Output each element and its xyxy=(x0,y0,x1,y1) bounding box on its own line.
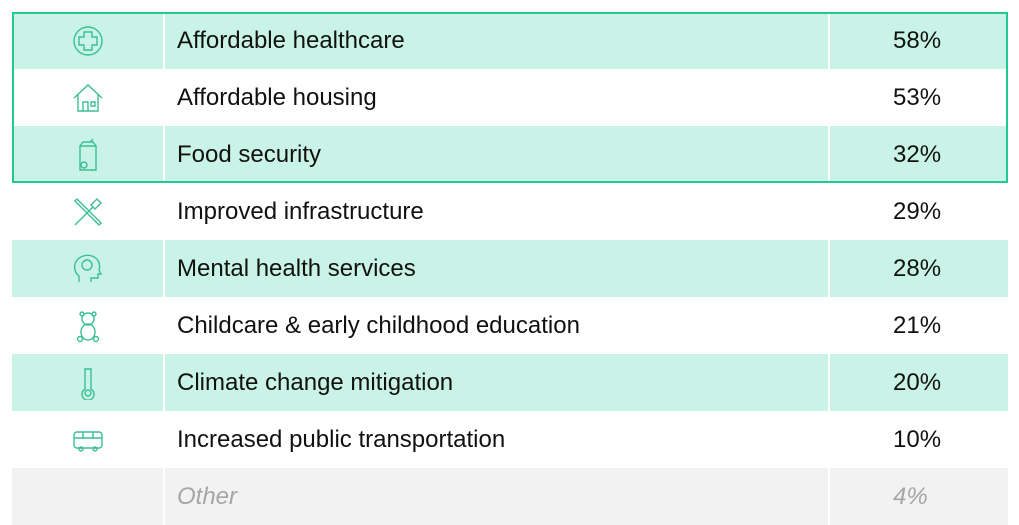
icon xyxy=(80,367,95,400)
row-label: Affordable healthcare xyxy=(165,12,830,69)
table-row: Mental health services 28% xyxy=(12,240,1008,297)
row-label: Other xyxy=(165,468,830,525)
row-label: Increased public transportation xyxy=(165,411,830,468)
row-percent: 28% xyxy=(893,255,942,282)
icon xyxy=(78,138,97,171)
table-row: Improved infrastructure 29% xyxy=(12,183,1008,240)
row-icon xyxy=(12,297,165,354)
table-row: Food security 32% xyxy=(12,126,1008,183)
row-percent: 58% xyxy=(893,27,942,54)
table-row: Childcare & early childhood education 21% xyxy=(12,297,1008,354)
row-icon xyxy=(12,183,165,240)
row-percent: 4% xyxy=(893,483,928,510)
row-percent: 29% xyxy=(893,198,942,225)
icon xyxy=(73,254,102,282)
row-icon xyxy=(12,240,165,297)
row-label: Climate change mitigation xyxy=(165,354,830,411)
icon xyxy=(72,25,103,56)
row-percent: 10% xyxy=(893,426,942,453)
table-row: Climate change mitigation 20% xyxy=(12,354,1008,411)
icon xyxy=(73,83,102,112)
row-label: Affordable housing xyxy=(165,69,830,126)
row-icon xyxy=(12,126,165,183)
row-icon xyxy=(12,12,165,69)
row-percent: 53% xyxy=(893,84,942,111)
row-label: Mental health services xyxy=(165,240,830,297)
row-icon xyxy=(12,69,165,126)
table: Affordable healthcare 58% Affordable housi… xyxy=(12,12,1008,525)
row-label: Food security xyxy=(165,126,830,183)
row-percent: 20% xyxy=(893,369,942,396)
row-label: Childcare & early childhood education xyxy=(165,297,830,354)
table-row: Increased public transportation 10% xyxy=(12,411,1008,468)
icon xyxy=(73,197,102,226)
row-percent: 32% xyxy=(893,141,942,168)
icon xyxy=(72,430,103,452)
icon xyxy=(76,310,99,342)
row-icon xyxy=(12,354,165,411)
table-row: Affordable healthcare 58% xyxy=(12,12,1008,69)
row-icon xyxy=(12,468,165,525)
table-row: Other 4% xyxy=(12,468,1008,525)
row-label: Improved infrastructure xyxy=(165,183,830,240)
row-percent: 21% xyxy=(893,312,942,339)
table-row: Affordable housing 53% xyxy=(12,69,1008,126)
row-icon xyxy=(12,411,165,468)
